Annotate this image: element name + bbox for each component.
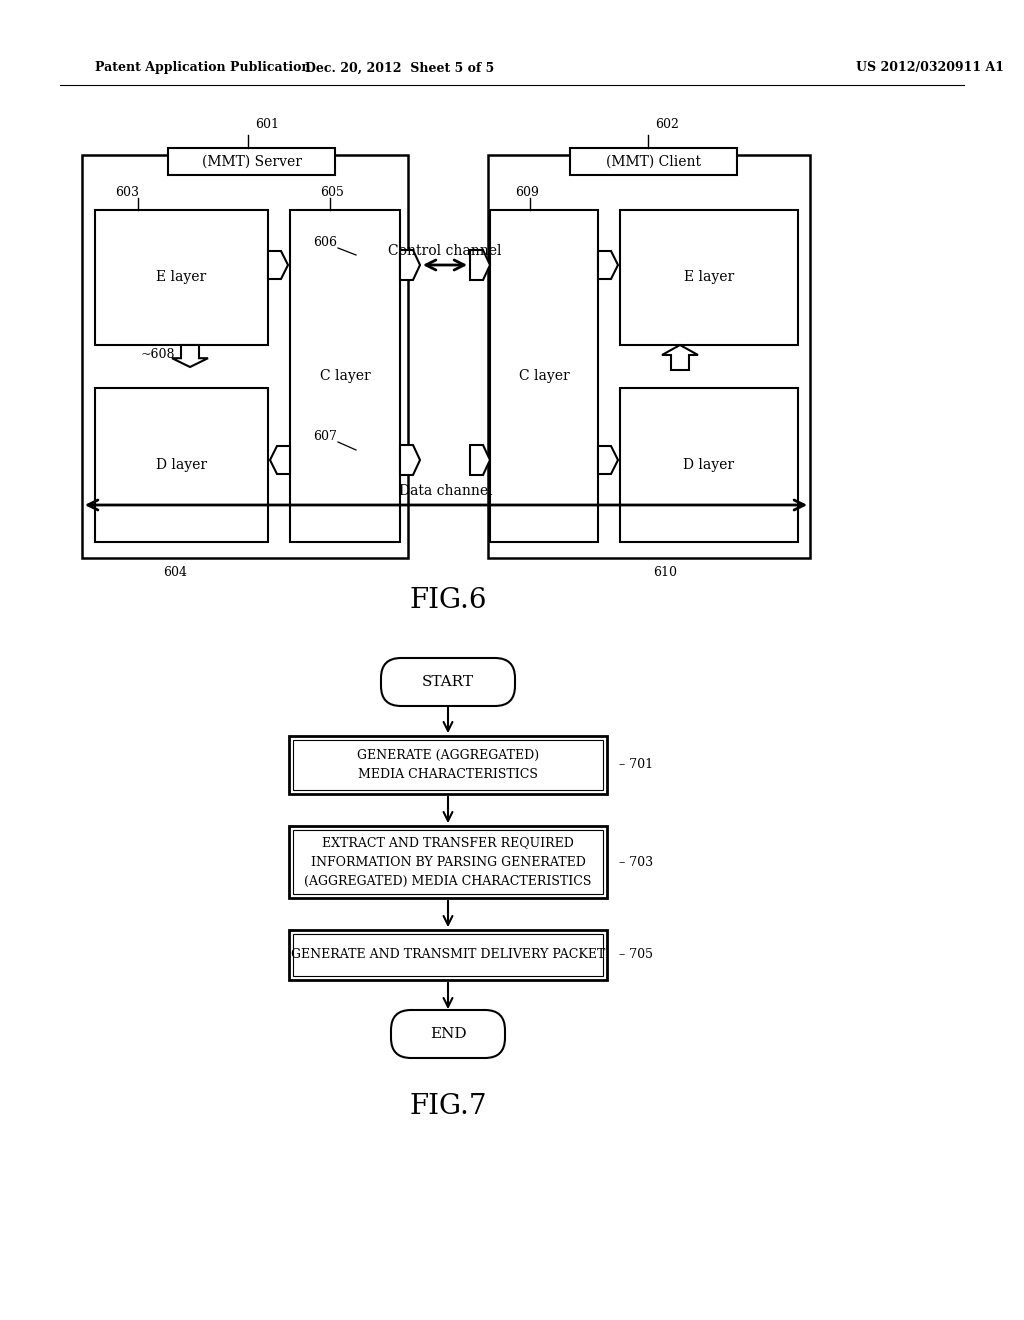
Text: C layer: C layer — [319, 370, 371, 383]
Polygon shape — [662, 345, 698, 370]
Text: 606: 606 — [313, 235, 337, 248]
Text: START: START — [422, 675, 474, 689]
Bar — [95, 388, 268, 543]
Bar — [289, 931, 607, 979]
Polygon shape — [172, 345, 208, 367]
Bar — [290, 210, 400, 543]
Text: 602: 602 — [655, 119, 679, 132]
Polygon shape — [268, 251, 288, 279]
Bar — [95, 210, 268, 345]
Text: D layer: D layer — [156, 458, 207, 473]
Text: Control channel: Control channel — [388, 244, 502, 257]
Bar — [289, 737, 607, 795]
Polygon shape — [270, 446, 290, 474]
Text: (MMT) Client: (MMT) Client — [606, 154, 701, 169]
Text: US 2012/0320911 A1: US 2012/0320911 A1 — [856, 62, 1004, 74]
Text: 605: 605 — [319, 186, 344, 198]
Polygon shape — [400, 445, 420, 475]
Bar — [289, 826, 607, 898]
Text: – 703: – 703 — [618, 855, 653, 869]
Bar — [82, 154, 408, 558]
Text: 607: 607 — [313, 429, 337, 442]
Text: Data channel: Data channel — [399, 484, 493, 498]
Text: END: END — [430, 1027, 466, 1041]
Bar — [490, 210, 598, 543]
Text: C layer: C layer — [518, 370, 569, 383]
Text: E layer: E layer — [684, 271, 734, 285]
Text: FIG.6: FIG.6 — [410, 586, 486, 614]
Polygon shape — [598, 251, 618, 279]
Text: GENERATE (AGGREGATED)
MEDIA CHARACTERISTICS: GENERATE (AGGREGATED) MEDIA CHARACTERIST… — [357, 748, 539, 781]
Bar — [570, 148, 737, 176]
Text: – 705: – 705 — [618, 949, 653, 961]
Polygon shape — [400, 249, 420, 280]
Polygon shape — [598, 446, 618, 474]
Text: D layer: D layer — [683, 458, 734, 473]
Text: EXTRACT AND TRANSFER REQUIRED
INFORMATION BY PARSING GENERATED
(AGGREGATED) MEDI: EXTRACT AND TRANSFER REQUIRED INFORMATIO… — [304, 837, 592, 887]
Polygon shape — [470, 445, 490, 475]
Text: 604: 604 — [163, 565, 187, 578]
Text: 610: 610 — [653, 565, 677, 578]
Text: 603: 603 — [115, 186, 139, 198]
Text: – 701: – 701 — [618, 759, 653, 771]
Bar — [293, 935, 603, 975]
Bar — [293, 741, 603, 789]
Polygon shape — [470, 249, 490, 280]
FancyBboxPatch shape — [391, 1010, 505, 1059]
Bar — [168, 148, 335, 176]
Bar — [620, 388, 798, 543]
Bar — [293, 830, 603, 894]
Text: (MMT) Server: (MMT) Server — [202, 154, 301, 169]
Bar — [620, 210, 798, 345]
Text: GENERATE AND TRANSMIT DELIVERY PACKET: GENERATE AND TRANSMIT DELIVERY PACKET — [291, 949, 605, 961]
Text: 609: 609 — [515, 186, 539, 198]
Text: FIG.7: FIG.7 — [410, 1093, 486, 1119]
Text: 601: 601 — [255, 119, 279, 132]
Text: ~608: ~608 — [140, 348, 175, 362]
FancyBboxPatch shape — [381, 657, 515, 706]
Text: Dec. 20, 2012  Sheet 5 of 5: Dec. 20, 2012 Sheet 5 of 5 — [305, 62, 495, 74]
Text: E layer: E layer — [157, 271, 207, 285]
Bar — [488, 154, 810, 558]
Text: Patent Application Publication: Patent Application Publication — [95, 62, 310, 74]
